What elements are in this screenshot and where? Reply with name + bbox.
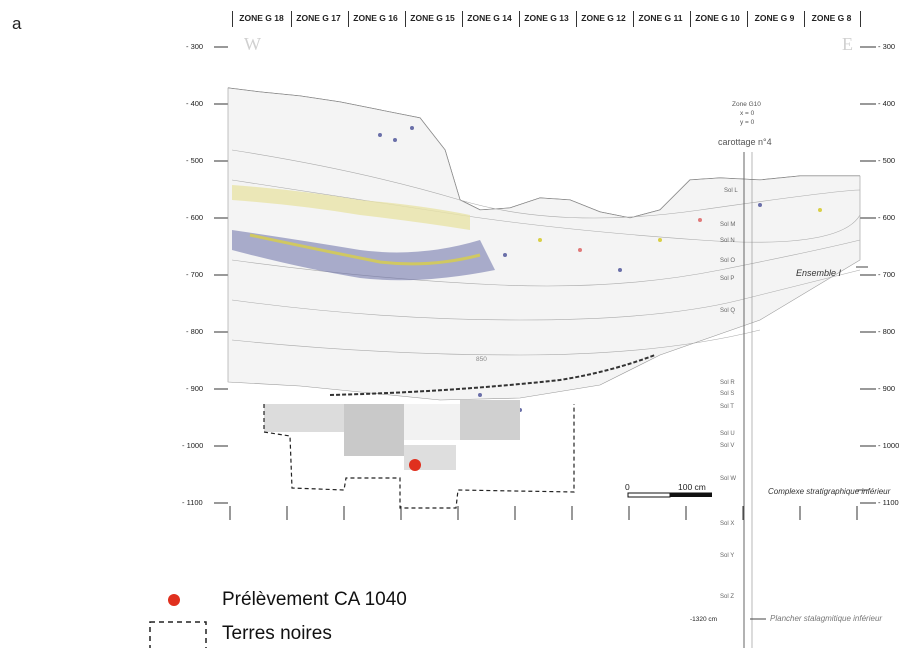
core-label: carottage n°4 [718,137,772,147]
zone-label: ZONE G 18 [239,13,284,23]
left-depth-axis [214,46,228,504]
zone-header: ZONE G 18 ZONE G 17 ZONE G 16 ZONE G 15 … [232,11,862,27]
plancher-depth: -1320 cm [690,616,718,623]
lower-complex-blocks [264,400,520,470]
depth-label-right: - 400 [878,99,896,108]
zone-label: ZONE G 14 [467,13,512,23]
zone-label: ZONE G 16 [353,13,398,23]
terres-noires-outline [263,404,575,509]
legend-black-earth-symbol [149,621,207,648]
legend-sample-symbol [168,594,180,606]
depth-label-right: - 700 [878,270,896,279]
legend-sample-label: Prélèvement CA 1040 [222,589,407,610]
scale-zero: 0 [625,482,630,492]
west-label: W [244,34,261,54]
deposit-body [227,87,861,401]
depth-label-right: - 800 [878,327,896,336]
artefact-band-upper [232,185,495,281]
depth-label-left: - 1100 [182,498,203,507]
zone-label: ZONE G 15 [410,13,455,23]
bottom-zone-ticks [229,506,858,520]
zone-label: ZONE G 10 [695,13,740,23]
east-label: E [842,34,853,54]
sol-label: Sol M [720,222,736,228]
depth-label-left: - 700 [186,270,204,279]
sol-label: Sol Q [720,308,736,314]
depth-label-left: - 600 [186,213,204,222]
sol-label: Sol P [720,276,735,282]
depth-label-left: - 1000 [182,441,204,450]
inner-depth-label: 850 [476,356,487,363]
sol-label: Sol W [720,476,737,482]
sol-label: Sol R [720,380,735,386]
zone-label: ZONE G 9 [754,13,795,23]
sol-label: Sol N [720,238,735,244]
zone-label: ZONE G 8 [811,13,852,23]
plancher-label: Plancher stalagmitique inférieur [770,614,883,623]
zone-origin-x: x = 0 [740,110,755,117]
core-column [743,152,753,648]
sol-label: Sol U [720,431,735,437]
sol-label: Sol L [724,188,738,194]
panel-letter: a [12,14,22,33]
sol-label: Sol Z [720,594,735,600]
zone-origin-label: Zone G10 [732,101,761,108]
depth-label-right: - 500 [878,156,896,165]
sol-label: Sol V [720,443,735,449]
depth-label-right: - 300 [878,42,896,51]
depth-label-right: - 900 [878,384,896,393]
depth-label-left: - 500 [186,156,204,165]
depth-label-left: - 400 [186,99,204,108]
basal-contact [329,354,656,396]
depth-label-right: - 1100 [878,498,899,507]
sol-label: Sol X [720,521,735,527]
legend-black-earth-label: Terres noires [222,623,332,644]
scale-end: 100 cm [678,482,706,492]
zone-label: ZONE G 17 [296,13,341,23]
depth-label-right: - 600 [878,213,896,222]
depth-label-left: - 800 [186,327,204,336]
depth-label-right: - 1000 [878,441,900,450]
zone-label: ZONE G 13 [524,13,569,23]
zone-origin-y: y = 0 [740,119,755,126]
scale-bar [627,492,712,498]
sol-label: Sol O [720,258,736,264]
sample-ca1040-marker [409,459,421,471]
complexe-label: Complexe stratigraphique inférieur [768,487,891,496]
ensemble-label: Ensemble I [796,268,842,278]
sol-label: Sol Y [720,553,735,559]
sol-label: Sol S [720,391,735,397]
depth-label-left: - 300 [186,42,204,51]
depth-label-left: - 900 [186,384,204,393]
zone-label: ZONE G 12 [581,13,626,23]
right-depth-axis [860,46,876,504]
zone-label: ZONE G 11 [638,13,683,23]
sol-label: Sol T [720,404,734,410]
